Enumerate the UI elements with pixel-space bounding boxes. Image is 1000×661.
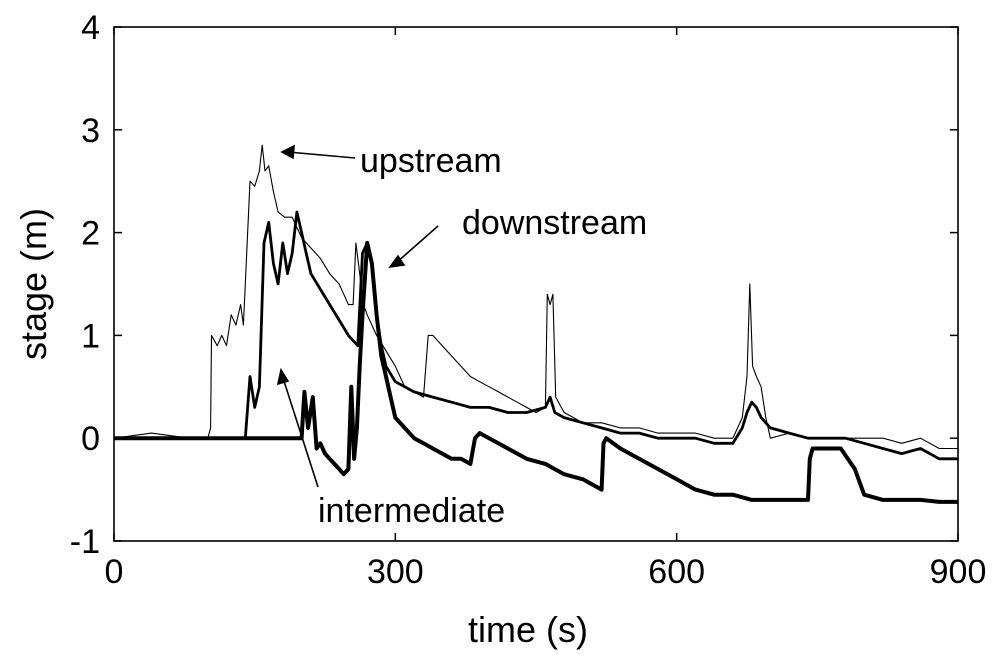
tick-marks [113,26,959,542]
y-tick-label: 3 [81,112,100,150]
series-line-downstream [114,210,958,461]
y-tick-label: 0 [81,420,100,458]
x-tick-label: 300 [367,553,424,591]
annotation-intermediate: intermediate [318,492,505,530]
x-tick-label: 600 [648,553,705,591]
annotation-upstream: upstream [360,142,502,180]
y-axis-label: stage (m) [13,208,54,360]
x-axis-label: time (s) [468,609,588,650]
upstream-arrow [287,151,356,159]
series-layer [113,144,958,504]
annotation-downstream: downstream [462,204,647,242]
x-tick-label: 900 [930,553,987,591]
downstream-arrowhead [388,254,406,269]
intermediate-arrow [282,377,319,488]
downstream-arrow [395,225,439,264]
upstream-arrowhead [280,144,295,160]
y-tick-label: 4 [81,9,100,47]
y-tick-label: 2 [81,215,100,253]
intermediate-arrowhead [276,367,290,386]
x-tick-label: 0 [105,553,124,591]
y-tick-labels: -1 0 1 2 3 4 [70,9,100,561]
series-line-upstream [113,144,958,450]
y-tick-label: 1 [81,317,100,355]
plot-frame [113,26,959,542]
x-tick-labels: 0 300 600 900 [105,553,987,591]
series-line-intermediate [114,240,958,504]
annotation-arrows [276,144,439,488]
y-tick-label: -1 [70,523,100,561]
